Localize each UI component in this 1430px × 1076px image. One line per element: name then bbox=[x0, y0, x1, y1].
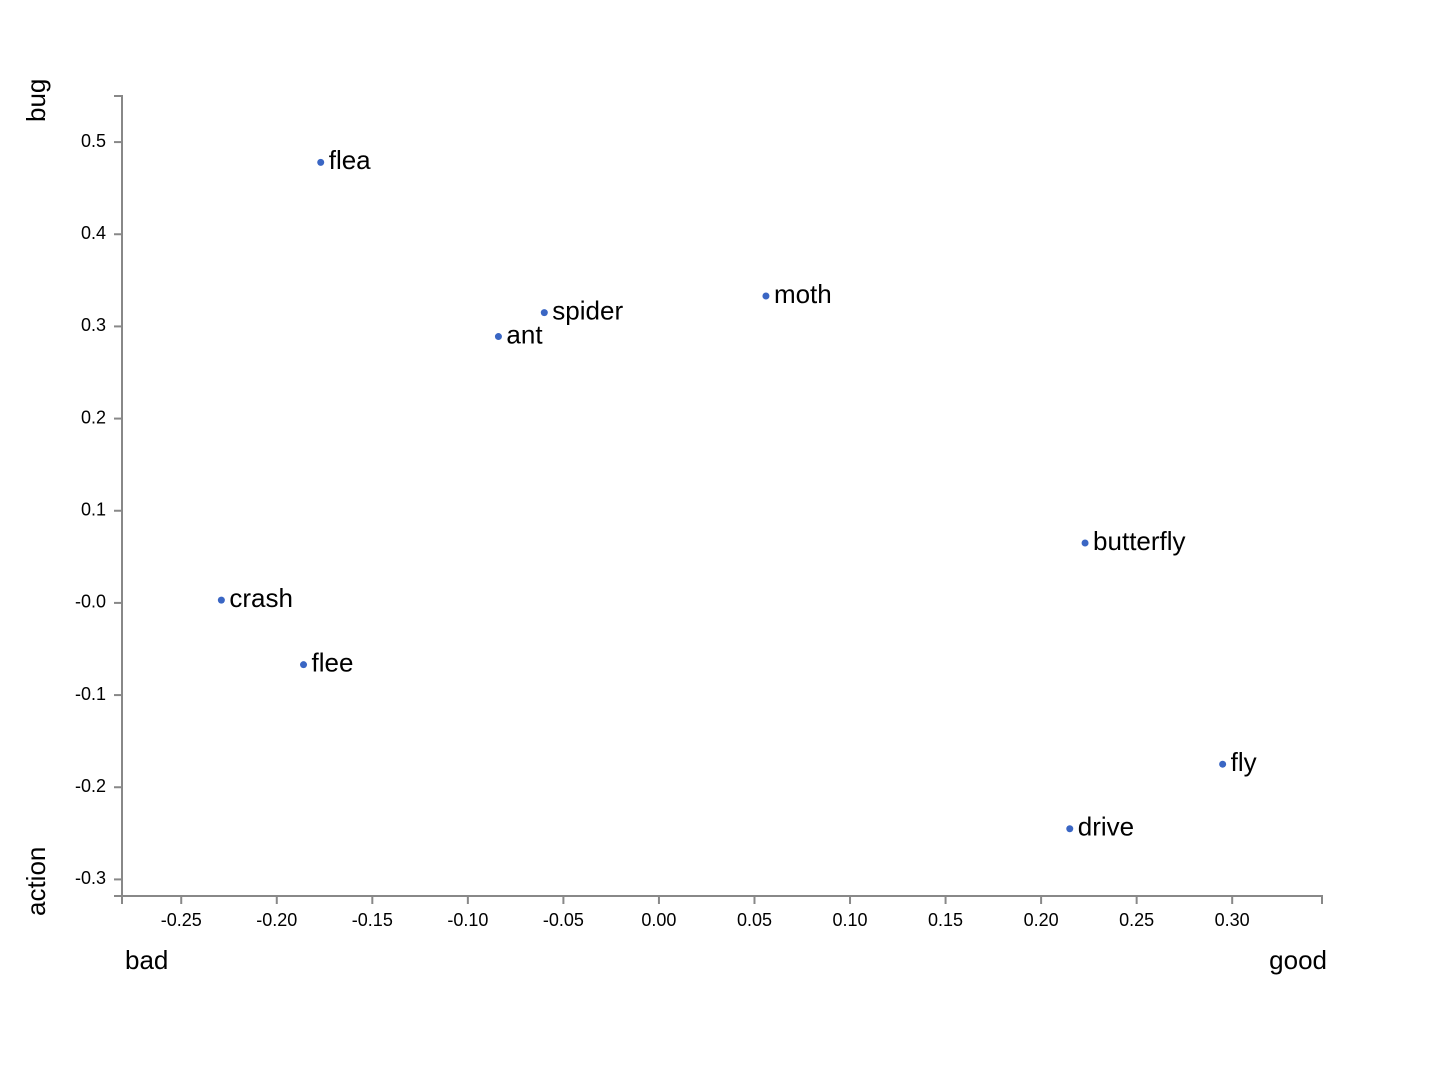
point-label: butterfly bbox=[1093, 526, 1186, 556]
y-tick-label: -0.1 bbox=[75, 684, 106, 704]
x-tick-label: -0.25 bbox=[161, 910, 202, 930]
point-label: spider bbox=[552, 295, 623, 325]
y-tick-label: -0.3 bbox=[75, 868, 106, 888]
point-label: flea bbox=[329, 145, 371, 175]
point bbox=[217, 596, 225, 604]
x-axis bbox=[121, 895, 1323, 904]
y-tick-label: -0.2 bbox=[75, 776, 106, 796]
point bbox=[540, 309, 548, 317]
point-label: fly bbox=[1231, 747, 1257, 777]
y-axis bbox=[114, 95, 123, 897]
point bbox=[1219, 760, 1227, 768]
y-tick-label: 0.1 bbox=[81, 499, 106, 519]
x-tick-label: -0.10 bbox=[447, 910, 488, 930]
y-tick-label: 0.5 bbox=[81, 131, 106, 151]
x-tick-label: -0.05 bbox=[543, 910, 584, 930]
y-tick-label: 0.3 bbox=[81, 315, 106, 335]
point bbox=[300, 661, 308, 669]
point-label: drive bbox=[1078, 812, 1134, 842]
y-axis-label-low: action bbox=[21, 847, 51, 916]
x-axis-label-low: bad bbox=[125, 945, 168, 975]
x-tick-label: 0.20 bbox=[1024, 910, 1059, 930]
point-label: moth bbox=[774, 279, 832, 309]
point bbox=[494, 333, 502, 341]
y-tick-label: 0.4 bbox=[81, 223, 106, 243]
point-label: crash bbox=[229, 583, 293, 613]
y-axis-label-high: bug bbox=[21, 79, 51, 122]
x-tick-label: 0.30 bbox=[1215, 910, 1250, 930]
x-tick-label: 0.05 bbox=[737, 910, 772, 930]
point-label: ant bbox=[506, 319, 543, 349]
x-tick-label: 0.15 bbox=[928, 910, 963, 930]
x-tick-label: -0.20 bbox=[256, 910, 297, 930]
point bbox=[317, 158, 325, 166]
x-tick-label: 0.00 bbox=[641, 910, 676, 930]
point bbox=[762, 292, 770, 300]
x-tick-label: 0.10 bbox=[833, 910, 868, 930]
point bbox=[1066, 825, 1074, 833]
x-axis-label-high: good bbox=[1269, 945, 1327, 975]
y-tick-label: -0.0 bbox=[75, 592, 106, 612]
point bbox=[1081, 539, 1089, 547]
y-tick-label: 0.2 bbox=[81, 407, 106, 427]
x-tick-label: -0.15 bbox=[352, 910, 393, 930]
x-tick-label: 0.25 bbox=[1119, 910, 1154, 930]
point-label: flee bbox=[312, 648, 354, 678]
